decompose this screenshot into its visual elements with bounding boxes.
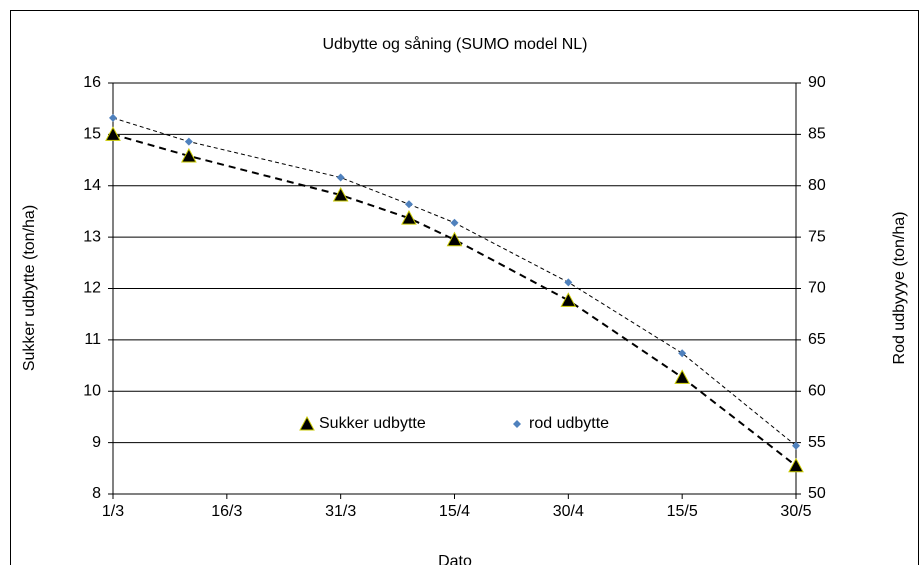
triangle-marker bbox=[788, 457, 804, 473]
chart-title: Udbytte og såning (SUMO model NL) bbox=[323, 35, 588, 53]
diamond-marker bbox=[678, 349, 687, 358]
y2-tick-label: 70 bbox=[808, 280, 826, 297]
y-tick-label: 11 bbox=[84, 331, 101, 348]
y-tick-label: 14 bbox=[83, 177, 101, 194]
triangle-marker bbox=[299, 415, 315, 431]
diamond-marker bbox=[450, 218, 459, 227]
diamond-marker bbox=[564, 278, 573, 287]
triangle-marker bbox=[446, 231, 463, 247]
x-tick-label: 15/4 bbox=[439, 503, 470, 520]
y-tick-label: 8 bbox=[92, 485, 101, 502]
trend-line bbox=[112, 133, 797, 467]
y-tick-label: 13 bbox=[83, 228, 101, 245]
y-axis-label: Sukker udbytte (ton/ha) bbox=[21, 205, 38, 371]
y2-tick-label: 75 bbox=[808, 228, 826, 245]
x-tick-label: 30/4 bbox=[553, 503, 584, 520]
y-tick-label: 16 bbox=[83, 74, 101, 91]
diamond-marker bbox=[513, 420, 521, 428]
triangle-marker bbox=[674, 369, 691, 384]
x-tick-label: 1/3 bbox=[102, 503, 124, 520]
y-tick-label: 10 bbox=[83, 382, 101, 399]
triangle-marker bbox=[181, 147, 197, 163]
diamond-marker bbox=[109, 113, 117, 122]
y2-tick-label: 50 bbox=[808, 485, 826, 502]
diamond-marker bbox=[184, 137, 193, 146]
x-tick-label: 31/3 bbox=[325, 503, 356, 520]
y2-tick-label: 90 bbox=[808, 74, 826, 91]
y2-tick-label: 55 bbox=[808, 434, 826, 451]
chart-border bbox=[10, 10, 919, 565]
x-axis-label: Dato bbox=[438, 553, 472, 565]
legend-label: Sukker udbytte bbox=[319, 415, 426, 432]
trend-line bbox=[112, 117, 797, 447]
diamond-marker bbox=[404, 200, 413, 209]
y2-tick-label: 60 bbox=[808, 382, 826, 399]
triangle-marker bbox=[401, 210, 417, 225]
triangle-marker bbox=[105, 126, 121, 141]
y2-tick-label: 80 bbox=[808, 177, 826, 194]
legend-label: rod udbytte bbox=[529, 415, 609, 432]
y2-tick-label: 65 bbox=[808, 331, 826, 348]
y-tick-label: 9 bbox=[92, 434, 101, 451]
x-tick-label: 30/5 bbox=[780, 503, 811, 520]
triangle-marker bbox=[560, 292, 577, 307]
diamond-marker bbox=[792, 441, 800, 450]
triangle-marker bbox=[332, 186, 349, 202]
y-tick-label: 12 bbox=[83, 280, 101, 297]
x-tick-label: 16/3 bbox=[211, 503, 242, 520]
diamond-marker bbox=[336, 173, 345, 182]
y-tick-label: 15 bbox=[83, 126, 101, 143]
x-tick-label: 15/5 bbox=[667, 503, 698, 520]
y2-tick-label: 85 bbox=[808, 126, 826, 143]
y2-axis-label: Rod udbyyye (ton/ha) bbox=[891, 212, 908, 365]
